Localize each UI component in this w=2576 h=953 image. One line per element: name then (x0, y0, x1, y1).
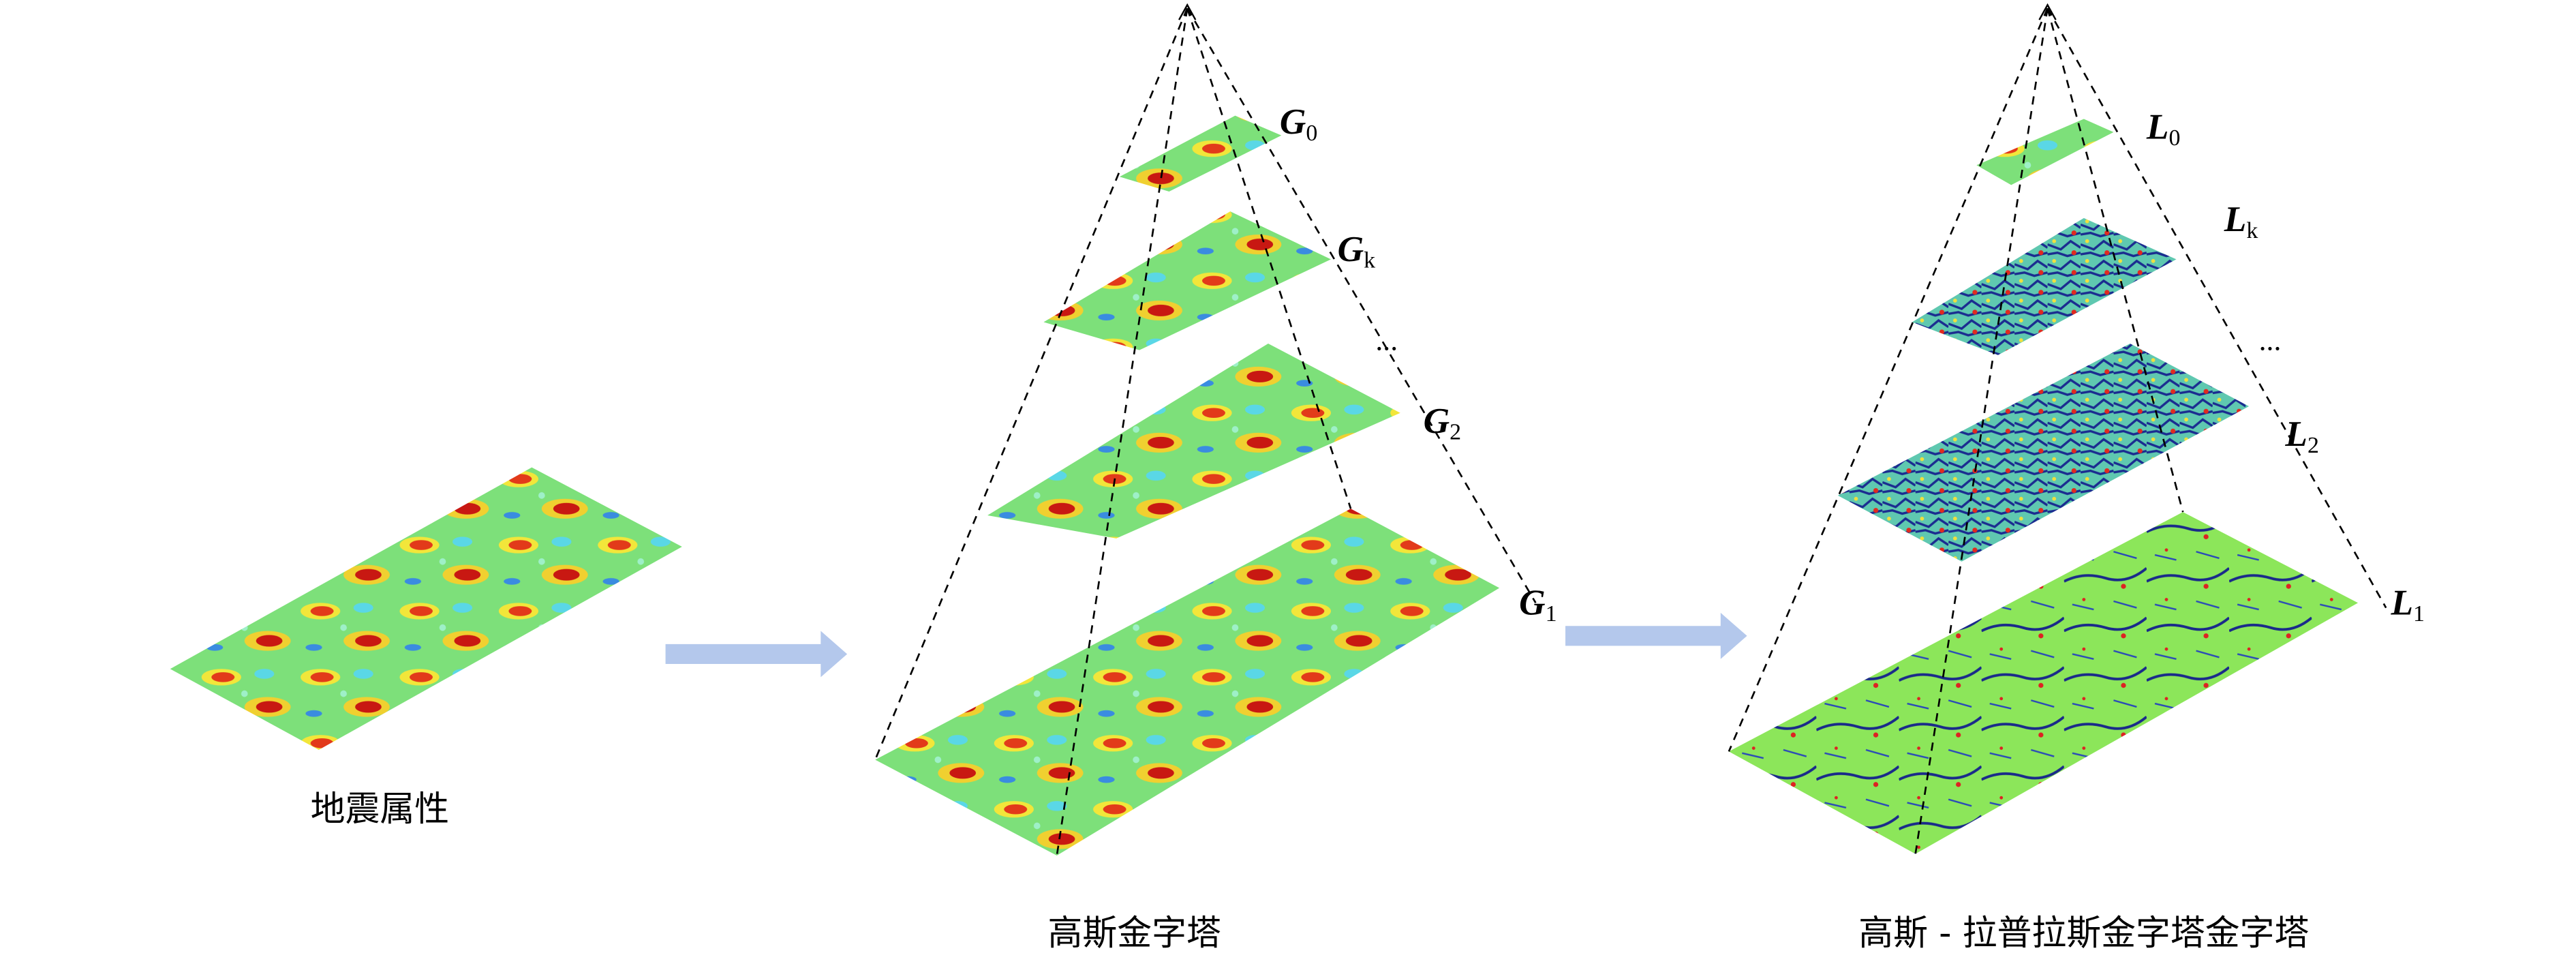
layer (987, 343, 1400, 539)
level-letter: G (1519, 582, 1546, 622)
caption: 高斯金字塔 (1047, 913, 1221, 953)
layer (1912, 217, 2177, 355)
level-letter: L (2224, 199, 2247, 239)
layer (1728, 512, 2359, 854)
layer (1976, 119, 2114, 185)
level-letter: G (1424, 401, 1450, 441)
pyramid-edge (1728, 7, 2387, 854)
layer (1837, 343, 2250, 562)
layer (1043, 211, 1331, 350)
attribute-map (170, 467, 682, 750)
level-letter: G (1280, 102, 1306, 142)
level-label: Lk (2224, 199, 2258, 243)
apex (1178, 3, 1197, 20)
level-subscript: 1 (1546, 601, 1557, 626)
level-letter: L (2284, 414, 2307, 454)
gaussian-pyramid (874, 3, 1537, 856)
level-letter: G (1338, 229, 1364, 269)
level-subscript: k (2246, 218, 2258, 243)
arrow (1565, 612, 1747, 659)
level-subscript: k (1364, 248, 1375, 273)
level-letter: L (2390, 582, 2413, 622)
level-label: L1 (2390, 582, 2425, 626)
layer (1119, 115, 1282, 192)
level-label: G2 (1424, 401, 1461, 445)
arrow (665, 631, 848, 678)
ellipsis: ... (2259, 324, 2282, 357)
level-label: Gk (1338, 229, 1376, 273)
level-label: G0 (1280, 102, 1317, 146)
laplacian-pyramid (1728, 3, 2387, 854)
level-label: L2 (2284, 414, 2319, 458)
level-subscript: 2 (2307, 433, 2319, 458)
level-subscript: 0 (2168, 125, 2180, 151)
ellipsis: ... (1375, 324, 1398, 357)
level-subscript: 2 (1450, 419, 1461, 444)
level-label: L0 (2146, 107, 2181, 151)
caption: 地震属性 (311, 789, 450, 829)
layer (875, 509, 1500, 856)
apex (2038, 3, 2057, 20)
level-letter: L (2146, 107, 2169, 147)
level-subscript: 1 (2413, 601, 2425, 626)
level-subscript: 0 (1306, 121, 1317, 146)
caption: 高斯 - 拉普拉斯金字塔金字塔 (1858, 913, 2309, 953)
pyramid-edge (874, 7, 1537, 856)
level-label: G1 (1519, 582, 1557, 626)
